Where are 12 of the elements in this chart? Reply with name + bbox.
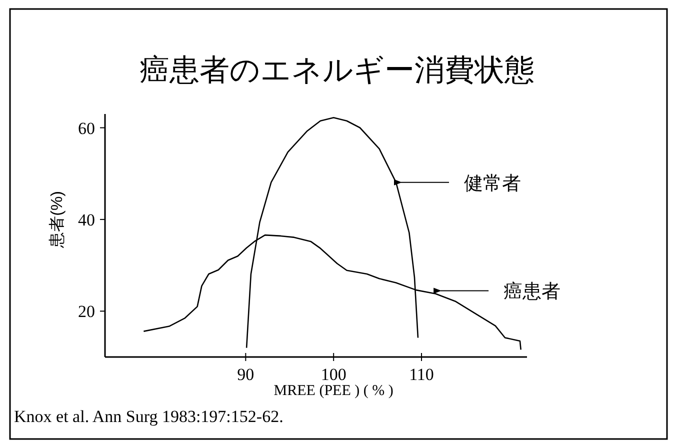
y-tick-label: 20 [78,302,95,322]
x-axis-title: MREE (PEE ) ( % ) [274,383,394,399]
y-tick-label: 60 [78,118,95,138]
x-tick-label: 100 [320,365,346,384]
x-tick-label: 110 [409,365,434,384]
legend-label: 健常者 [464,173,522,194]
x-tick-label: 90 [237,365,254,384]
legend-label: 癌患者 [504,280,561,303]
text: Knox et al. Ann Surg 1983:197:152-62. [14,407,284,426]
y-tick-label: 40 [78,210,95,230]
chart-title: 癌患者のエネルギー消費状態 [140,54,534,87]
y-axis-title: 患者(%) [48,191,66,249]
